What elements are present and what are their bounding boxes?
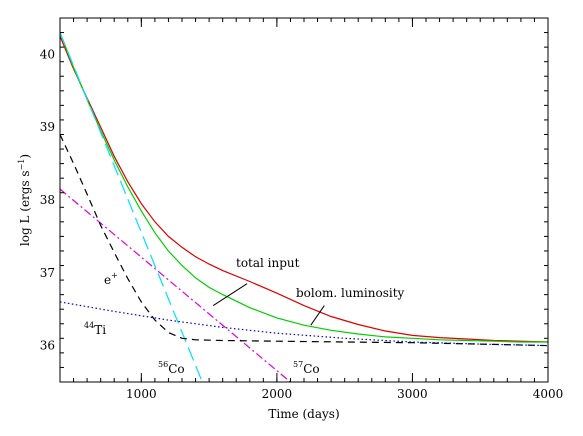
y-axis-label: log L (ergs s−1)	[17, 154, 32, 246]
ticks-layer: 1000 2000 3000 4000 36 37 38 39 40	[40, 17, 564, 401]
ti44-label-base: Ti	[94, 323, 106, 337]
series-co56-line	[60, 32, 203, 382]
y-tick-label: 39	[40, 120, 55, 134]
y-axis-label-main: log L (ergs s	[18, 170, 32, 246]
co56-label-base: Co	[168, 362, 184, 376]
positron-label-base: e	[104, 273, 111, 287]
bolom-luminosity-pointer	[310, 305, 325, 326]
bolom-luminosity-label: bolom. luminosity	[296, 286, 405, 300]
co57-label-sup: 57	[293, 360, 303, 369]
ti44-label: 44Ti	[84, 321, 106, 337]
y-axis-label-close: )	[18, 154, 32, 159]
x-tick-label: 2000	[262, 387, 293, 401]
positron-label-sup: +	[111, 271, 118, 280]
series-positron-line	[60, 134, 548, 347]
y-axis-label-sup: −1	[17, 159, 26, 171]
series-ti44-line	[60, 301, 548, 347]
ti44-label-sup: 44	[84, 321, 94, 330]
total-input-pointer	[212, 283, 248, 306]
total-input-label: total input	[236, 256, 300, 270]
x-tick-label: 3000	[397, 387, 428, 401]
y-tick-label: 36	[40, 339, 55, 353]
plot-frame	[59, 17, 549, 383]
series-bolom-line	[60, 35, 548, 343]
x-tick-label: 4000	[533, 387, 564, 401]
co56-label-sup: 56	[158, 360, 168, 369]
co56-label: 56Co	[158, 360, 185, 376]
positron-label: e+	[104, 271, 118, 287]
series-total-line	[60, 32, 548, 343]
y-tick-label: 38	[40, 193, 55, 207]
series-co57-line	[60, 188, 291, 382]
y-tick-label: 40	[40, 47, 55, 61]
x-tick-label: 1000	[126, 387, 157, 401]
co57-label-base: Co	[303, 362, 319, 376]
series-layer	[60, 32, 548, 382]
y-tick-label: 37	[40, 266, 55, 280]
x-axis-label: Time (days)	[268, 407, 339, 421]
co57-label: 57Co	[293, 360, 320, 376]
